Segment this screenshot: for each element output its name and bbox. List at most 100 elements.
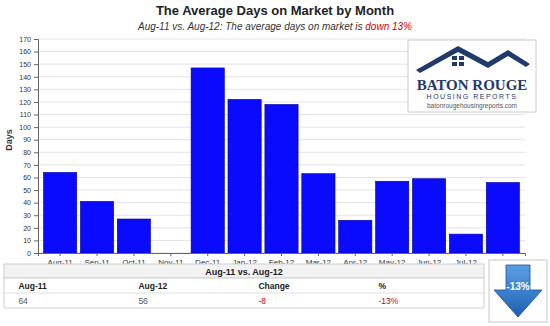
logo-title: BATON ROUGE <box>417 77 528 93</box>
y-tick: 160 <box>19 48 38 55</box>
y-tick: 80 <box>23 149 38 156</box>
table-value-cell: -13% <box>378 296 398 306</box>
y-tick-label: 90 <box>23 136 31 143</box>
y-tick-label: 20 <box>23 225 31 232</box>
subtitle-part: down 13% <box>365 21 412 32</box>
y-tick-label: 110 <box>20 111 31 118</box>
bar <box>80 201 113 253</box>
bar <box>302 174 335 253</box>
table-header-cell: % <box>378 281 386 291</box>
y-tick: 170 <box>19 36 38 43</box>
y-tick: 20 <box>23 225 38 232</box>
chart: The Average Days on Market by Month Aug-1… <box>0 0 550 326</box>
y-tick: 100 <box>19 124 38 131</box>
logo-window <box>459 62 464 66</box>
y-axis-line <box>34 40 39 254</box>
y-tick-label: 140 <box>19 74 31 81</box>
x-tick-mark <box>502 253 503 256</box>
y-tick-label: 120 <box>19 99 31 106</box>
y-tick-mark <box>34 253 38 254</box>
logo-box <box>408 40 536 112</box>
y-tick: 40 <box>23 199 38 206</box>
y-tick: 130 <box>19 86 38 93</box>
y-tick-mark <box>34 177 38 178</box>
y-tick-label: 40 <box>23 199 31 206</box>
table-row-line <box>4 293 484 294</box>
bar <box>412 179 445 253</box>
y-tick-mark <box>34 39 38 40</box>
subtitle: Aug-11 vs. Aug-12: The average days on m… <box>137 21 412 32</box>
arrow-shape <box>494 265 542 317</box>
summary-table: Aug-11 vs. Aug-12 Aug-11 Aug-12 Change% 64 56… <box>4 264 484 308</box>
y-tick-label: 60 <box>23 174 31 181</box>
y-tick: 70 <box>23 162 38 169</box>
table-header-bg <box>4 264 484 278</box>
y-tick: 140 <box>19 74 38 81</box>
y-tick-label: 80 <box>23 149 31 156</box>
y-tick-label: 130 <box>19 86 31 93</box>
y-tick-mark <box>34 152 38 153</box>
grid-line <box>38 39 525 40</box>
y-tick-label: 70 <box>23 162 31 169</box>
logo-window <box>452 56 457 60</box>
x-tick-mark <box>207 253 208 256</box>
y-axis-title: Days <box>4 129 14 151</box>
bar <box>117 219 150 253</box>
x-tick-mark <box>355 253 356 256</box>
table-header-cell: Aug-12 <box>138 281 167 291</box>
y-tick: 30 <box>23 212 38 219</box>
title: The Average Days on Market by Month <box>156 3 394 18</box>
logo: BATON ROUGEHOUSING REPORTS batonrougehous… <box>408 40 536 112</box>
bar <box>265 104 298 253</box>
table-title: Aug-11 vs. Aug-12 <box>205 267 283 277</box>
x-tick-mark <box>429 253 430 256</box>
y-tick-mark <box>34 77 38 78</box>
table-body-bg <box>4 278 484 308</box>
table-header-cell: Aug-11 <box>18 281 47 291</box>
bar <box>228 99 261 253</box>
y-tick-label: 0 <box>27 250 31 257</box>
y-tick: 10 <box>23 237 38 244</box>
y-tick: 0 <box>27 250 38 257</box>
table-value-cell: -8 <box>258 296 266 306</box>
table-value-cell: 64 <box>18 296 28 306</box>
x-tick-mark <box>244 253 245 256</box>
y-tick: 150 <box>19 61 38 68</box>
logo-subtitle: HOUSING REPORTS <box>427 93 518 100</box>
logo-url: batonrougehousingreports.com <box>427 102 517 110</box>
table-header-cell: Change <box>258 281 289 291</box>
y-tick: 50 <box>23 187 38 194</box>
y-tick-label: 150 <box>19 61 31 68</box>
y-tick-mark <box>34 127 38 128</box>
x-tick-mark <box>97 253 98 256</box>
x-tick-mark <box>392 253 393 256</box>
x-tick-mark <box>465 253 466 256</box>
x-tick-mark <box>170 253 171 256</box>
y-tick-mark <box>34 190 38 191</box>
y-tick-label: 160 <box>19 48 31 55</box>
y-tick-mark <box>34 228 38 229</box>
bar <box>376 181 409 253</box>
y-tick-label: 30 <box>23 212 31 219</box>
y-tick-label: 100 <box>19 124 31 131</box>
y-tick-mark <box>34 165 38 166</box>
logo-window <box>452 62 457 66</box>
y-tick-mark <box>34 52 38 53</box>
logo-roof <box>416 46 530 73</box>
x-tick-mark <box>133 253 134 256</box>
bar <box>154 253 187 254</box>
x-tick-mark <box>281 253 282 256</box>
y-tick-label: 10 <box>23 237 31 244</box>
arrow-box <box>489 260 547 322</box>
y-tick: 90 <box>23 136 38 143</box>
logo-window <box>459 56 464 60</box>
table-value-cell: 56 <box>138 296 148 306</box>
y-tick: 110 <box>20 111 38 118</box>
y-tick-mark <box>34 102 38 103</box>
y-tick-mark <box>34 203 38 204</box>
bar <box>339 220 372 253</box>
bar <box>449 234 482 253</box>
x-tick-mark <box>60 253 61 256</box>
bar <box>44 172 77 253</box>
x-axis-line <box>39 254 526 257</box>
